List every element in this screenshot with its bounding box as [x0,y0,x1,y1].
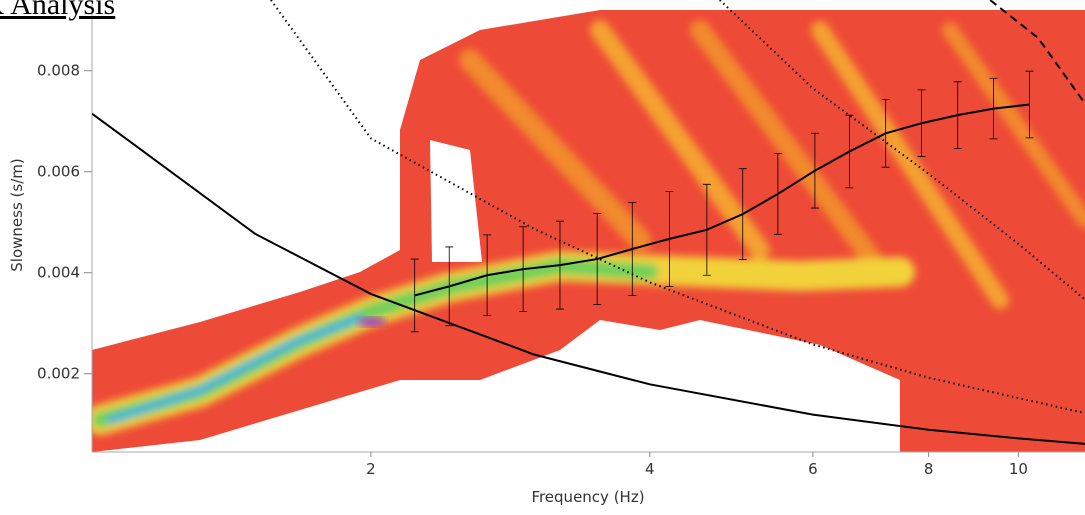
heatmap [92,10,1085,452]
y-tick-label: 0.002 [37,365,80,383]
x-tick-label: 2 [366,460,376,478]
x-tick-label: 4 [645,460,655,478]
x-tick-label: 6 [808,460,818,478]
x-tick-label: 8 [924,460,934,478]
y-tick-label: 0.006 [37,163,80,181]
chart-title: FK Analysis [0,0,115,21]
page: {"chart_data": {"type": "line", "title":… [0,0,1085,515]
x-tick-label: 10 [1009,460,1028,478]
x-axis-label: Frequency (Hz) [531,488,644,506]
y-tick-label: 0.004 [37,264,80,282]
y-axis-label: Slowness (s/m) [8,158,26,271]
chart: FK Analysis Frequency (Hz) Slowness (s/m… [0,0,1085,515]
y-tick-label: 0.008 [37,62,80,80]
